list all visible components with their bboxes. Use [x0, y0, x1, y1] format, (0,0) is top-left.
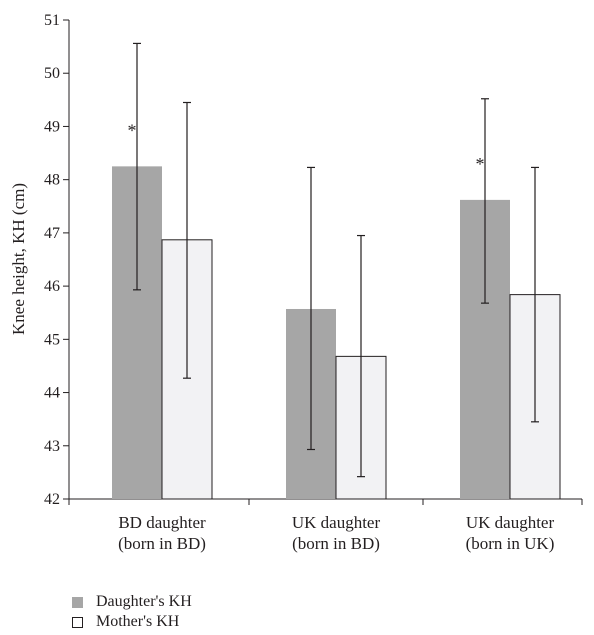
legend-swatch-daughter [72, 596, 83, 608]
legend-swatch-mother [72, 616, 83, 628]
y-tick-label: 45 [44, 331, 60, 348]
significance-marker: * [128, 120, 137, 140]
y-tick-label: 49 [44, 118, 60, 135]
x-category-label: (born in BD) [292, 534, 380, 553]
x-category-label: UK daughter [466, 513, 555, 532]
y-tick-label: 43 [44, 438, 60, 455]
y-tick-label: 46 [44, 278, 60, 295]
y-tick-label: 47 [44, 225, 60, 242]
y-tick-label: 44 [44, 385, 60, 402]
x-category-label: UK daughter [292, 513, 381, 532]
significance-marker: * [476, 154, 485, 174]
y-tick-label: 42 [44, 491, 60, 508]
x-category-label: (born in BD) [118, 534, 206, 553]
legend-item-mother: Mother's KH [72, 612, 192, 632]
y-tick-label: 51 [44, 12, 60, 29]
y-tick-label: 48 [44, 172, 60, 189]
y-tick-label: 50 [44, 65, 60, 82]
legend-label-mother: Mother's KH [96, 613, 180, 630]
legend-label-daughter: Daughter's KH [96, 593, 192, 610]
legend-item-daughter: Daughter's KH [72, 592, 192, 612]
legend: Daughter's KH Mother's KH [72, 592, 192, 632]
y-axis-title: Knee height, KH (cm) [9, 183, 28, 335]
x-category-label: (born in UK) [466, 534, 555, 553]
x-category-label: BD daughter [118, 513, 206, 532]
